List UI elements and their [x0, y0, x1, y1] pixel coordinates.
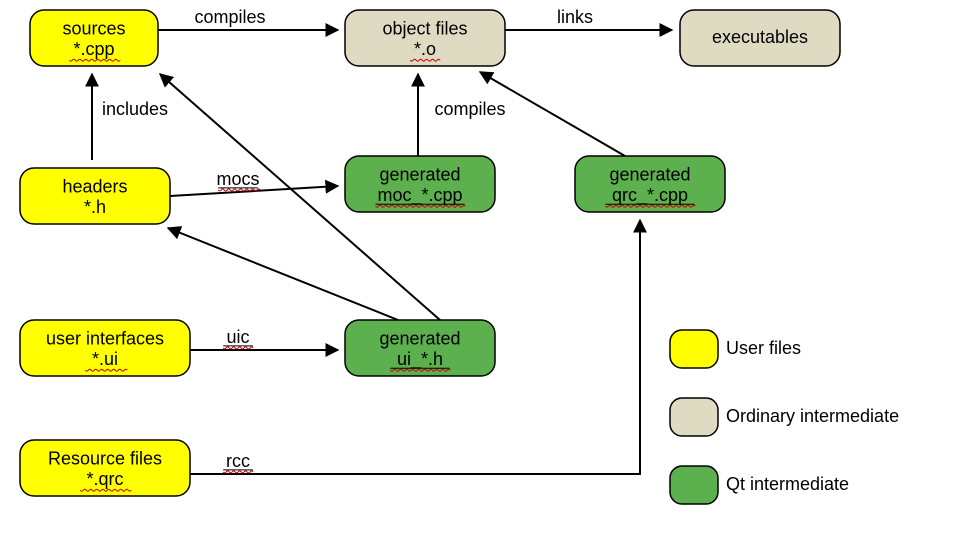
legend-label: User files	[726, 338, 801, 358]
svg-text:includes: includes	[102, 99, 168, 119]
svg-text:ui_*.h: ui_*.h	[397, 349, 443, 370]
svg-text:moc_*.cpp: moc_*.cpp	[377, 185, 462, 206]
svg-text:links: links	[557, 7, 593, 27]
svg-text:generated: generated	[379, 164, 460, 184]
legend-label: Ordinary intermediate	[726, 406, 899, 426]
edge-7	[168, 228, 398, 320]
node-gen_moc: generatedmoc_*.cpp	[345, 156, 495, 212]
legend-item-qt: Qt intermediate	[670, 466, 849, 504]
edges-layer: compiles links includes mocs compiles uic rcc	[92, 7, 672, 474]
svg-text:rcc: rcc	[226, 451, 250, 471]
legend-label: Qt intermediate	[726, 474, 849, 494]
node-ui: user interfaces*.ui	[20, 320, 190, 376]
edge-2: includes	[92, 74, 168, 160]
svg-text:executables: executables	[712, 27, 808, 47]
node-object_files: object files*.o	[345, 10, 505, 66]
svg-text:qrc_*.cpp: qrc_*.cpp	[612, 185, 688, 206]
node-headers: headers*.h	[20, 168, 170, 224]
node-sources: sources*.cpp	[30, 10, 158, 66]
legend-item-ordinary: Ordinary intermediate	[670, 398, 899, 436]
svg-text:*.h: *.h	[84, 197, 106, 217]
svg-text:*.qrc: *.qrc	[86, 469, 123, 489]
svg-text:*.ui: *.ui	[92, 349, 118, 369]
svg-text:*.cpp: *.cpp	[73, 39, 114, 59]
svg-text:user interfaces: user interfaces	[46, 328, 164, 348]
node-gen_ui: generatedui_*.h	[345, 320, 495, 376]
legend: User files Ordinary intermediate Qt interm…	[670, 330, 899, 504]
svg-text:Resource files: Resource files	[48, 448, 162, 468]
svg-text:headers: headers	[62, 176, 127, 196]
edge-4: compiles	[418, 74, 506, 156]
edge-3: mocs	[170, 169, 338, 196]
edge-1: links	[505, 7, 672, 30]
edge-6: uic	[190, 327, 338, 350]
node-gen_qrc: generatedqrc_*.cpp	[575, 156, 725, 212]
node-resources: Resource files*.qrc	[20, 440, 190, 496]
svg-text:*.o: *.o	[414, 39, 436, 59]
legend-item-user: User files	[670, 330, 801, 368]
svg-text:compiles: compiles	[434, 99, 505, 119]
svg-text:object files: object files	[382, 18, 467, 38]
edge-0: compiles	[158, 7, 338, 30]
node-executables: executables	[680, 10, 840, 66]
svg-text:sources: sources	[62, 18, 125, 38]
svg-text:generated: generated	[379, 328, 460, 348]
svg-text:mocs: mocs	[216, 169, 259, 189]
svg-text:uic: uic	[226, 327, 249, 347]
svg-text:compiles: compiles	[194, 7, 265, 27]
svg-text:generated: generated	[609, 164, 690, 184]
